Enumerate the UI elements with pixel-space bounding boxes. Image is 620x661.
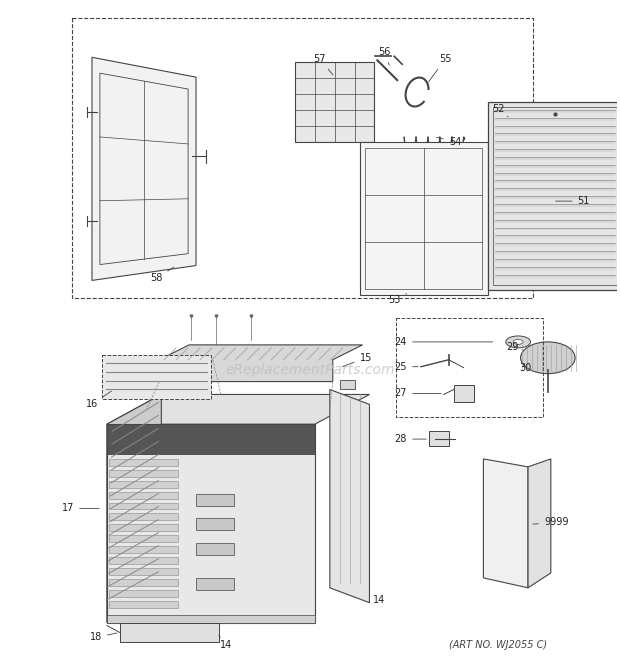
Bar	[109, 524, 178, 531]
Text: 54: 54	[436, 137, 461, 147]
Bar	[454, 385, 474, 403]
Text: 27: 27	[394, 389, 441, 399]
Bar	[340, 379, 355, 389]
Text: 53: 53	[388, 293, 407, 305]
Bar	[360, 141, 489, 295]
Text: 17: 17	[62, 504, 99, 514]
Text: 25: 25	[394, 362, 418, 371]
Bar	[196, 518, 234, 530]
Text: eReplacementParts.com: eReplacementParts.com	[225, 363, 395, 377]
Bar	[109, 492, 178, 498]
Bar	[107, 424, 315, 623]
Polygon shape	[107, 395, 161, 623]
Ellipse shape	[506, 336, 531, 348]
Text: 52: 52	[492, 104, 508, 117]
Bar	[196, 578, 234, 590]
Text: 57: 57	[314, 54, 333, 75]
Ellipse shape	[513, 340, 523, 344]
Text: 28: 28	[395, 434, 426, 444]
Polygon shape	[159, 345, 363, 381]
Bar	[295, 62, 374, 141]
Text: 9999: 9999	[533, 518, 569, 527]
Polygon shape	[528, 459, 551, 588]
Bar	[120, 623, 219, 642]
Bar	[72, 18, 533, 298]
Polygon shape	[107, 395, 370, 424]
Bar	[109, 579, 178, 586]
Text: 29: 29	[507, 342, 522, 352]
Bar	[109, 535, 178, 542]
Bar	[109, 546, 178, 553]
Text: 55: 55	[428, 54, 451, 82]
Text: 14: 14	[219, 635, 232, 650]
Bar	[109, 590, 178, 597]
Polygon shape	[330, 389, 370, 603]
Bar	[107, 615, 315, 623]
Bar	[109, 514, 178, 520]
Text: (ART NO. WJ2055 C): (ART NO. WJ2055 C)	[450, 641, 547, 650]
Text: 51: 51	[556, 196, 590, 206]
Bar	[429, 431, 449, 446]
Ellipse shape	[521, 342, 575, 373]
Text: 15: 15	[342, 353, 372, 367]
Bar	[366, 147, 482, 290]
Bar	[107, 424, 315, 454]
Text: 24: 24	[395, 337, 492, 347]
Text: 30: 30	[519, 363, 531, 373]
Bar	[102, 355, 211, 399]
Bar	[109, 481, 178, 488]
Bar	[109, 459, 178, 466]
Bar	[109, 557, 178, 564]
Bar	[109, 502, 178, 510]
Text: 56: 56	[378, 48, 391, 65]
Bar	[196, 543, 234, 555]
Text: 14: 14	[370, 590, 386, 605]
Polygon shape	[92, 58, 196, 280]
Polygon shape	[484, 459, 528, 588]
Text: 18: 18	[90, 633, 117, 642]
Bar	[109, 601, 178, 607]
Text: 58: 58	[150, 267, 174, 284]
Bar	[489, 102, 620, 290]
Bar	[196, 494, 234, 506]
Bar	[396, 318, 543, 417]
Text: 16: 16	[86, 391, 112, 409]
Bar	[494, 107, 618, 286]
Bar	[109, 568, 178, 575]
Bar	[109, 470, 178, 477]
